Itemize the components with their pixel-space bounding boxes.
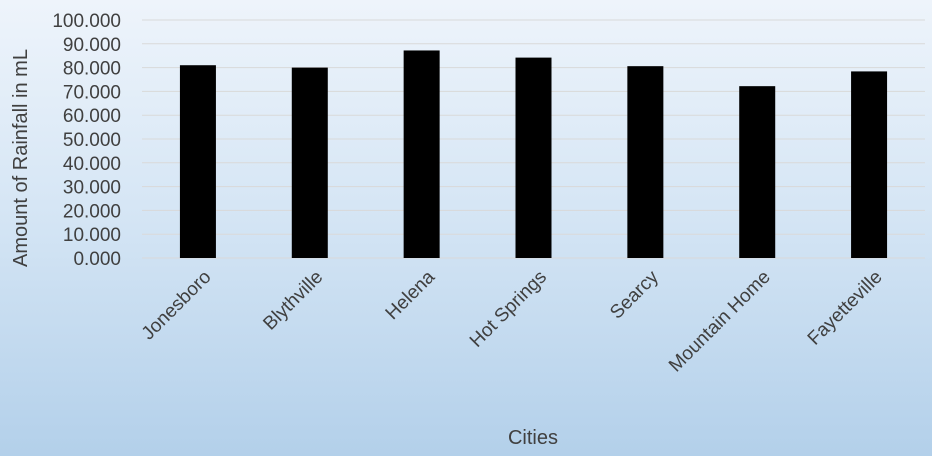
x-tick-label: Mountain Home	[665, 267, 775, 377]
x-tick-label: Helena	[382, 266, 440, 324]
y-axis-title: Amount of Rainfall in mL	[10, 49, 32, 267]
bar-fayetteville	[851, 71, 888, 259]
x-tick-label: Hot Springs	[466, 267, 551, 352]
x-tick-label: Searcy	[606, 266, 663, 323]
bar-mountain-home	[739, 86, 776, 258]
bar-searcy	[627, 66, 664, 258]
x-tick-label: Fayetteville	[804, 267, 887, 350]
y-tick-label: 40.000	[63, 154, 121, 175]
x-tick-label: Blythville	[259, 267, 327, 335]
bar-jonesboro	[179, 65, 216, 258]
y-tick-label: 30.000	[63, 178, 121, 199]
bars	[179, 50, 888, 259]
y-tick-label: 70.000	[63, 82, 121, 103]
y-tick-label: 60.000	[63, 106, 121, 127]
y-tick-label: 20.000	[63, 201, 121, 222]
y-tick-label: 10.000	[63, 225, 121, 246]
bar-hot-springs	[515, 57, 552, 258]
y-tick-label: 80.000	[63, 59, 121, 80]
x-tick-label: Jonesboro	[138, 267, 216, 345]
x-axis-ticks: Jonesboro Blythville Helena Hot Springs Sear…	[138, 266, 887, 376]
y-tick-label: 90.000	[63, 35, 121, 56]
y-tick-label: 50.000	[63, 130, 121, 151]
x-axis-title: Cities	[508, 427, 558, 449]
bar-blythville	[291, 67, 328, 258]
y-tick-label: 0.000	[73, 249, 121, 270]
bar-helena	[403, 50, 440, 258]
y-tick-label: 100.000	[52, 11, 121, 32]
